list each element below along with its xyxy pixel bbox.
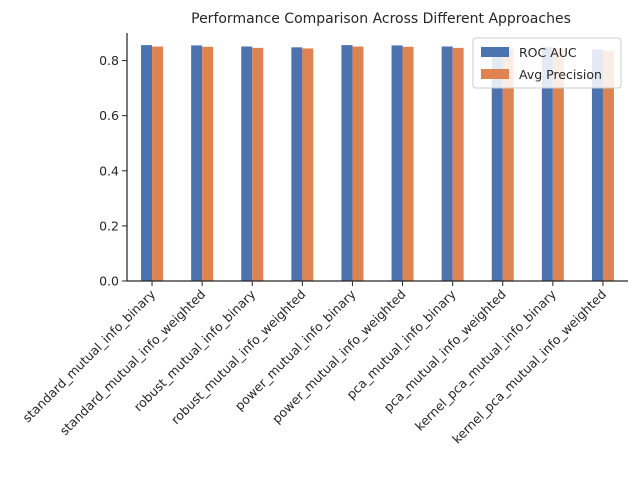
bar-roc-auc-4 <box>341 45 353 281</box>
y-tick-label: 0.2 <box>99 218 119 233</box>
y-tick-label: 0.8 <box>99 53 119 68</box>
x-ticks-group: standard_mutual_info_binarystandard_mutu… <box>19 281 609 446</box>
bar-avg-precision-3 <box>302 48 314 282</box>
bar-avg-precision-6 <box>452 47 464 281</box>
bar-avg-precision-5 <box>402 46 414 282</box>
bar-roc-auc-5 <box>391 45 403 282</box>
legend-box <box>472 37 622 89</box>
bar-avg-precision-2 <box>252 47 264 281</box>
legend-label-avg-precision: Avg Precision <box>519 67 602 82</box>
bar-avg-precision-4 <box>352 46 364 281</box>
legend: ROC AUC Avg Precision <box>472 37 622 89</box>
axes-group <box>126 33 628 282</box>
bar-roc-auc-8 <box>541 47 553 281</box>
bar-roc-auc-1 <box>191 45 203 282</box>
legend-swatch-roc-auc <box>481 47 509 57</box>
legend-swatch-avg-precision <box>481 69 509 79</box>
y-tick-label: 0.4 <box>99 163 119 178</box>
bar-roc-auc-7 <box>491 48 503 282</box>
bar-roc-auc-6 <box>441 46 453 281</box>
bar-avg-precision-9 <box>602 50 614 281</box>
bar-avg-precision-7 <box>502 48 514 281</box>
bar-roc-auc-0 <box>141 45 153 281</box>
bar-avg-precision-8 <box>552 48 564 282</box>
bar-roc-auc-2 <box>241 46 253 281</box>
bars-group <box>141 45 614 282</box>
bar-avg-precision-0 <box>152 46 164 281</box>
y-tick-label: 0.0 <box>99 274 119 289</box>
y-ticks-group: 0.0 0.2 0.4 0.6 0.8 <box>99 53 127 289</box>
bar-avg-precision-1 <box>202 46 214 282</box>
chart-title: Performance Comparison Across Different … <box>191 11 571 27</box>
legend-label-roc-auc: ROC AUC <box>519 45 577 60</box>
y-tick-label: 0.6 <box>99 108 119 123</box>
bar-roc-auc-9 <box>591 49 603 282</box>
bar-roc-auc-3 <box>291 47 303 281</box>
